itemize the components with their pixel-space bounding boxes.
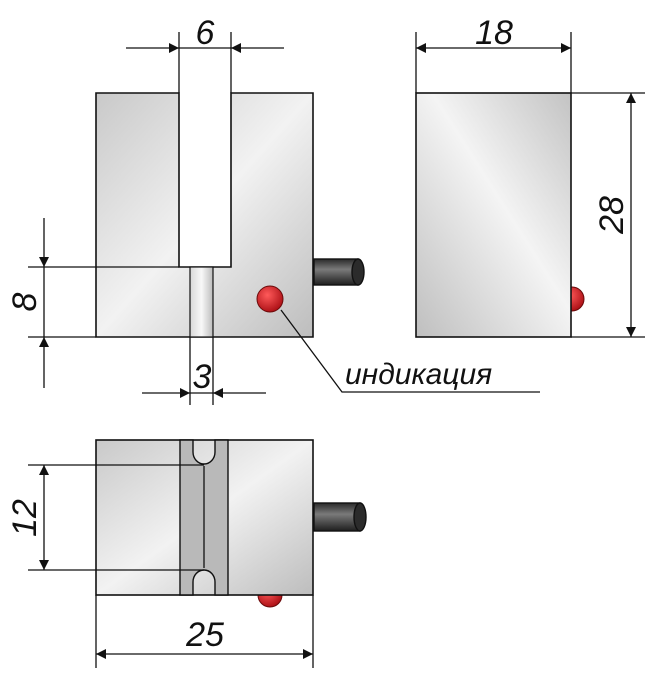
sensor-body-side	[415, 92, 572, 338]
front-view	[95, 92, 365, 338]
dim-label-groove-width: 3	[193, 358, 212, 396]
dim-label-length: 25	[185, 616, 224, 654]
dimension-groove-width: 3	[142, 337, 266, 405]
dim-label-slot-bottom: 8	[6, 292, 44, 311]
indicator-label: индикация	[345, 358, 492, 391]
dim-label-hole-spacing: 12	[6, 499, 44, 537]
indicator-led-front	[256, 285, 284, 313]
dim-label-slot-width: 6	[196, 14, 215, 52]
dimension-slot-width: 6	[126, 14, 284, 93]
dimension-depth: 18	[415, 14, 572, 93]
indicator-callout: индикация	[280, 309, 540, 393]
dimension-hole-spacing: 12	[6, 464, 204, 571]
dimension-height: 28	[571, 92, 645, 338]
dim-label-height: 28	[593, 196, 631, 235]
top-view	[95, 439, 367, 608]
dim-label-depth: 18	[475, 14, 513, 52]
groove-front	[189, 266, 214, 338]
dimension-slot-bottom: 8	[6, 218, 179, 388]
dimension-length: 25	[95, 595, 314, 668]
cable-front	[313, 258, 365, 286]
cable-top	[313, 502, 367, 532]
side-view	[415, 92, 585, 338]
